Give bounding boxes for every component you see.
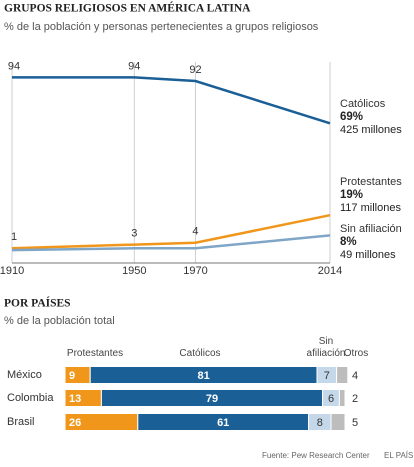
credit: EL PAÍS <box>384 451 413 460</box>
legend-label: Sin afiliación <box>306 336 346 359</box>
data-label: 2 <box>352 393 358 405</box>
data-label: 5 <box>352 417 358 429</box>
chart-title: POR PAÍSES <box>4 296 71 310</box>
legend-label: Sin afiliación <box>340 223 402 235</box>
data-label: 6 <box>328 393 334 405</box>
data-label: 94 <box>128 60 140 72</box>
bar-segment <box>330 413 346 431</box>
legend-label: Otros <box>343 348 369 359</box>
members-label: 117 millones <box>340 202 401 214</box>
bar-segment <box>336 366 349 384</box>
data-label: 1 <box>11 231 17 243</box>
legend-item: Católicos <box>179 348 221 359</box>
data-label: 94 <box>8 60 20 72</box>
data-label: 79 <box>206 393 218 405</box>
y-tick-label: Brasil <box>7 416 35 428</box>
x-tick-label: 1970 <box>183 265 207 277</box>
legend-label: Protestantes <box>340 176 402 188</box>
chart-subtitle: % de la población total <box>4 315 115 327</box>
legend-label: Protestantes <box>66 348 124 359</box>
legend-item: Protestantes <box>66 348 124 359</box>
data-label: 4 <box>192 226 198 238</box>
chart-subtitle: % de la población y personas pertenecien… <box>4 21 319 33</box>
end-value-label: 69% <box>340 111 363 123</box>
series-line <box>11 234 331 252</box>
legend-label: Católicos <box>179 348 221 359</box>
chart-title: GRUPOS RELIGIOSOS EN AMÉRICA LATINA <box>4 1 251 15</box>
end-value-label: 19% <box>340 189 363 201</box>
data-label: 13 <box>69 393 81 405</box>
x-tick-label: 1910 <box>0 265 24 277</box>
legend-item: Sin afiliación <box>306 336 346 359</box>
data-label: 26 <box>69 417 81 429</box>
y-tick-label: México <box>7 369 42 381</box>
data-label: 61 <box>217 417 229 429</box>
data-label: 92 <box>189 64 201 76</box>
data-label: 9 <box>69 370 75 382</box>
series-line <box>11 213 331 250</box>
legend-label: Católicos <box>340 98 386 110</box>
bar-segment <box>338 389 346 407</box>
members-label: 425 millones <box>340 124 402 136</box>
y-tick-label: Colombia <box>7 392 54 404</box>
data-label: 7 <box>324 370 330 382</box>
end-value-label: 8% <box>340 236 357 248</box>
data-label: 3 <box>131 228 137 240</box>
source: Fuente: Pew Research Center <box>262 451 370 460</box>
data-label: 8 <box>317 417 323 429</box>
data-label: 4 <box>352 370 358 382</box>
series-line <box>12 76 331 125</box>
legend-item: Otros <box>343 348 369 359</box>
x-tick-label: 2014 <box>318 265 342 277</box>
data-label: 81 <box>197 370 209 382</box>
members-label: 49 millones <box>340 249 396 261</box>
x-tick-label: 1950 <box>122 265 146 277</box>
